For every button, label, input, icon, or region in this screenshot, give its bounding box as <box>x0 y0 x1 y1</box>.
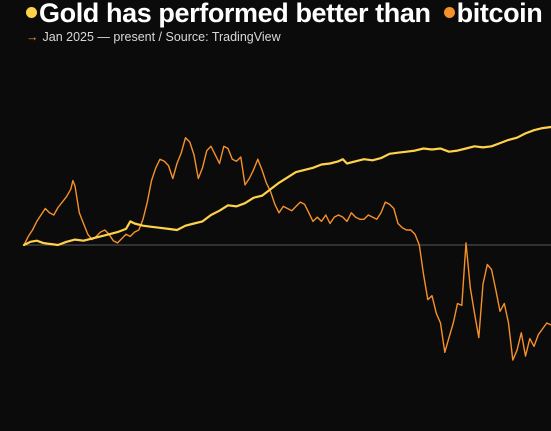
bitcoin-series-line <box>23 137 551 361</box>
subtitle-text: Jan 2025 — present / Source: TradingView <box>42 30 281 44</box>
gold-series-line <box>22 125 551 247</box>
title-bitcoin-text: bitcoin <box>456 0 543 28</box>
gold-legend-dot <box>26 7 37 18</box>
arrow-icon: → <box>26 30 39 44</box>
bitcoin-legend-dot <box>443 7 455 18</box>
chart-subtitle: → Jan 2025 — present / Source: TradingVie… <box>26 29 281 45</box>
title-gold-text: Gold has performed better than <box>39 0 431 28</box>
chart-title: Gold has performed better than bitcoin <box>26 0 543 28</box>
